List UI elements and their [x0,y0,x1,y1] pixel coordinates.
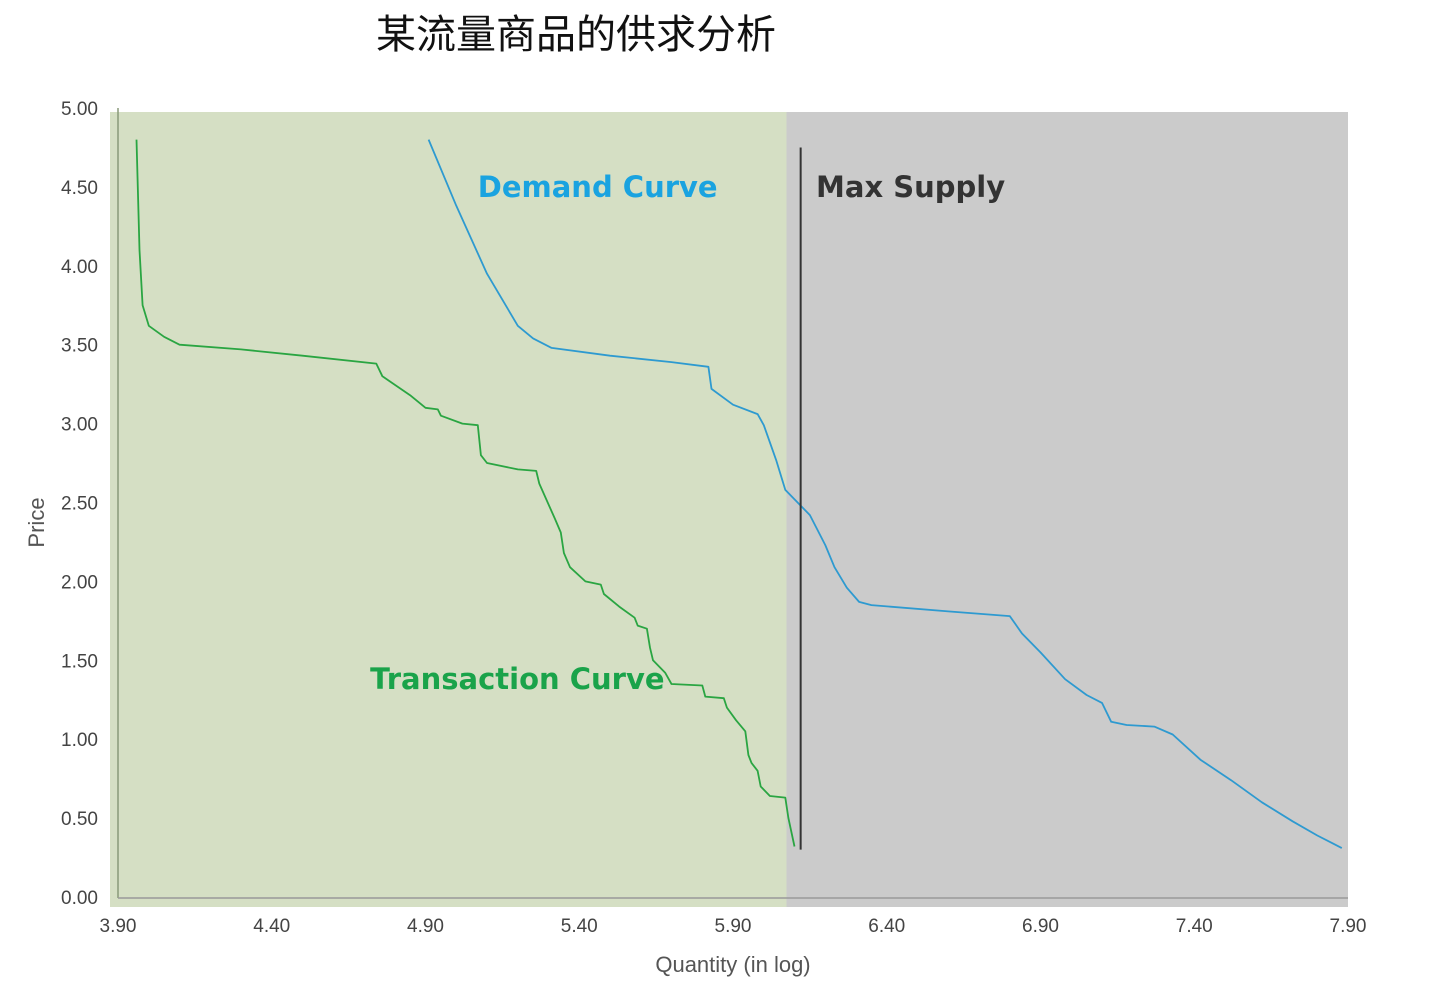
x-tick-label: 4.40 [253,916,290,937]
y-tick-label: 4.50 [61,178,98,199]
x-tick-label: 6.90 [1022,916,1059,937]
x-tick-label: 4.90 [407,916,444,937]
annotations: Demand Curve Transaction Curve Max Supply [370,170,1005,696]
y-axis-label: Price [24,497,49,547]
x-tick-label: 3.90 [100,916,137,937]
y-tick-label: 0.00 [61,888,98,909]
y-tick-label: 4.00 [61,257,98,278]
series-line-1 [135,139,796,847]
shaded-regions [110,112,1348,907]
shaded-region-0 [110,112,795,907]
x-tick-label: 6.40 [868,916,905,937]
annotation-label: Max Supply [816,170,1005,204]
x-axis-label: Quantity (in log) [655,952,810,977]
chart-title: 某流量商品的供求分析 [376,12,776,58]
y-tick-label: 1.00 [61,730,98,751]
series-line-0 [427,139,1343,849]
y-tick-label: 5.00 [61,99,98,120]
y-tick-label: 2.00 [61,572,98,593]
annotation-label: Transaction Curve [370,662,664,696]
x-tick-label: 5.90 [715,916,752,937]
y-tick-label: 0.50 [61,809,98,830]
x-tick-label: 7.40 [1176,916,1213,937]
shaded-region-1 [786,112,1348,907]
x-tick-label: 7.90 [1330,916,1367,937]
axes: 3.90 4.40 4.90 5.40 5.90 6.40 6.90 7.40 7.90 0.00… [61,99,1366,937]
y-tick-label: 3.50 [61,336,98,357]
y-tick-label: 1.50 [61,651,98,672]
y-tick-label: 2.50 [61,494,98,515]
x-tick-label: 5.40 [561,916,598,937]
series-lines [135,139,1343,850]
annotation-label: Demand Curve [478,170,718,204]
y-tick-label: 3.00 [61,415,98,436]
